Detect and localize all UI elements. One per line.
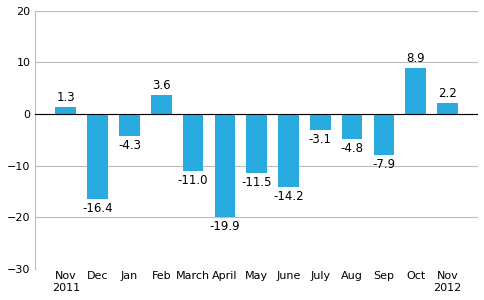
- Text: 1.3: 1.3: [56, 91, 75, 104]
- Bar: [182, 114, 203, 171]
- Bar: [309, 114, 330, 130]
- Bar: [437, 103, 457, 114]
- Bar: [119, 114, 139, 136]
- Text: -7.9: -7.9: [372, 158, 394, 171]
- Text: -16.4: -16.4: [82, 202, 113, 215]
- Bar: [373, 114, 393, 155]
- Text: -4.3: -4.3: [118, 139, 141, 152]
- Text: -11.5: -11.5: [241, 176, 272, 189]
- Bar: [214, 114, 235, 217]
- Bar: [151, 95, 171, 114]
- Text: -14.2: -14.2: [272, 190, 303, 203]
- Text: 2.2: 2.2: [438, 87, 456, 100]
- Bar: [55, 107, 76, 114]
- Text: -4.8: -4.8: [340, 142, 363, 155]
- Bar: [405, 68, 425, 114]
- Text: -11.0: -11.0: [178, 174, 208, 187]
- Text: -19.9: -19.9: [209, 220, 240, 233]
- Text: 8.9: 8.9: [406, 52, 424, 65]
- Bar: [278, 114, 298, 187]
- Bar: [246, 114, 267, 173]
- Text: 3.6: 3.6: [151, 80, 170, 92]
- Bar: [341, 114, 362, 139]
- Bar: [87, 114, 108, 199]
- Text: -3.1: -3.1: [308, 133, 331, 146]
